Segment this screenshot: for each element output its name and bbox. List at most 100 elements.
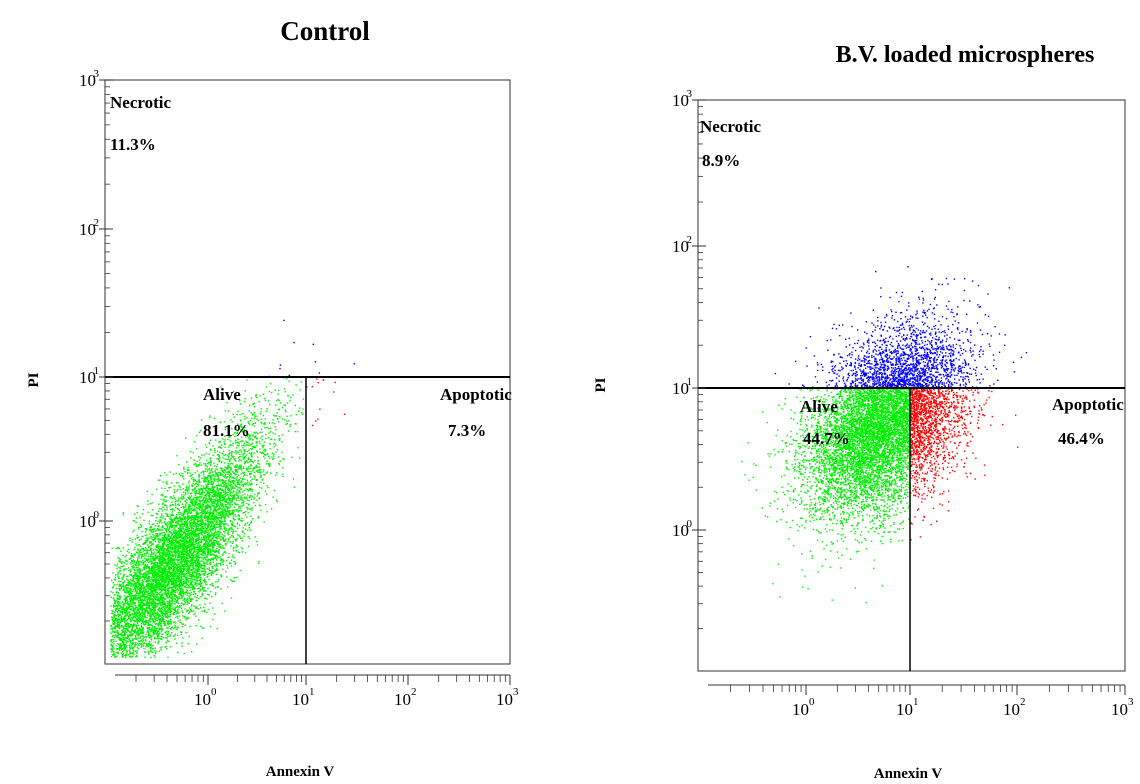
event-point xyxy=(225,544,227,546)
event-point xyxy=(260,475,262,477)
event-point xyxy=(224,503,226,505)
event-point xyxy=(232,528,234,531)
event-point xyxy=(188,584,190,587)
event-point xyxy=(194,587,196,590)
event-point xyxy=(169,526,171,528)
event-point xyxy=(153,579,155,581)
event-point xyxy=(113,636,115,638)
event-point xyxy=(250,454,252,456)
event-point xyxy=(153,605,155,608)
event-point xyxy=(137,576,139,578)
event-point xyxy=(247,468,249,471)
event-point xyxy=(178,510,181,512)
event-point xyxy=(181,560,183,562)
event-point xyxy=(133,577,136,579)
event-point xyxy=(146,604,148,607)
event-point xyxy=(264,427,266,429)
event-point xyxy=(264,450,266,453)
event-point xyxy=(193,545,195,547)
event-point xyxy=(218,505,220,507)
event-point xyxy=(190,529,192,531)
event-point xyxy=(134,586,137,589)
event-point xyxy=(146,598,148,600)
event-point xyxy=(212,557,214,559)
event-point xyxy=(197,559,200,561)
event-point xyxy=(187,512,190,514)
event-point xyxy=(232,390,235,393)
event-point xyxy=(235,510,238,512)
event-point xyxy=(169,471,171,473)
event-point xyxy=(209,491,211,494)
event-point xyxy=(216,586,219,588)
event-point xyxy=(151,613,153,616)
event-point xyxy=(201,508,203,510)
event-point xyxy=(204,513,207,515)
event-point xyxy=(207,482,209,484)
event-point xyxy=(219,536,221,538)
event-point xyxy=(203,513,205,515)
event-point xyxy=(134,553,136,556)
event-point xyxy=(279,364,282,366)
event-point xyxy=(191,504,193,507)
event-point xyxy=(141,584,143,586)
event-point xyxy=(148,594,150,597)
event-point xyxy=(160,649,162,651)
event-point xyxy=(238,460,240,462)
event-point xyxy=(194,472,196,474)
event-point xyxy=(197,569,199,571)
event-point xyxy=(126,612,128,614)
event-point xyxy=(135,617,137,619)
event-point xyxy=(230,495,233,497)
event-point xyxy=(227,467,229,470)
event-point xyxy=(178,528,181,530)
event-point xyxy=(174,530,176,532)
event-point xyxy=(201,490,204,493)
event-point xyxy=(218,495,220,497)
event-point xyxy=(269,427,271,429)
event-point xyxy=(130,614,132,616)
event-point xyxy=(207,532,210,534)
event-point xyxy=(216,496,218,498)
event-point xyxy=(120,647,122,649)
event-point xyxy=(239,419,242,421)
event-point xyxy=(129,647,132,649)
event-point xyxy=(175,513,178,516)
event-point xyxy=(267,455,270,458)
event-point xyxy=(198,431,201,433)
event-point xyxy=(120,646,123,648)
event-point xyxy=(231,501,233,503)
event-point xyxy=(244,478,246,480)
event-point xyxy=(167,565,169,567)
event-point xyxy=(220,469,222,471)
event-point xyxy=(115,636,118,638)
event-point xyxy=(181,534,183,537)
event-point xyxy=(180,514,183,516)
event-point xyxy=(269,463,271,465)
event-point xyxy=(225,514,227,517)
event-point xyxy=(229,440,231,442)
event-point xyxy=(138,644,140,646)
event-point xyxy=(128,644,130,646)
event-point xyxy=(174,565,176,568)
event-point xyxy=(138,569,141,572)
event-point xyxy=(147,549,149,551)
event-point xyxy=(209,562,211,564)
event-point xyxy=(117,611,119,614)
event-point xyxy=(253,406,256,408)
event-point xyxy=(273,455,275,457)
event-point xyxy=(167,609,169,611)
event-point xyxy=(162,538,164,540)
event-point xyxy=(155,606,157,608)
event-point xyxy=(159,586,161,588)
event-point xyxy=(125,590,127,592)
event-point xyxy=(236,477,238,480)
event-point xyxy=(202,552,204,554)
event-point xyxy=(157,541,160,543)
event-point xyxy=(317,418,319,420)
event-point xyxy=(130,616,133,619)
event-point xyxy=(159,540,161,542)
event-point xyxy=(169,591,171,593)
event-point xyxy=(197,551,199,554)
event-point xyxy=(198,574,200,576)
event-point xyxy=(187,509,190,511)
